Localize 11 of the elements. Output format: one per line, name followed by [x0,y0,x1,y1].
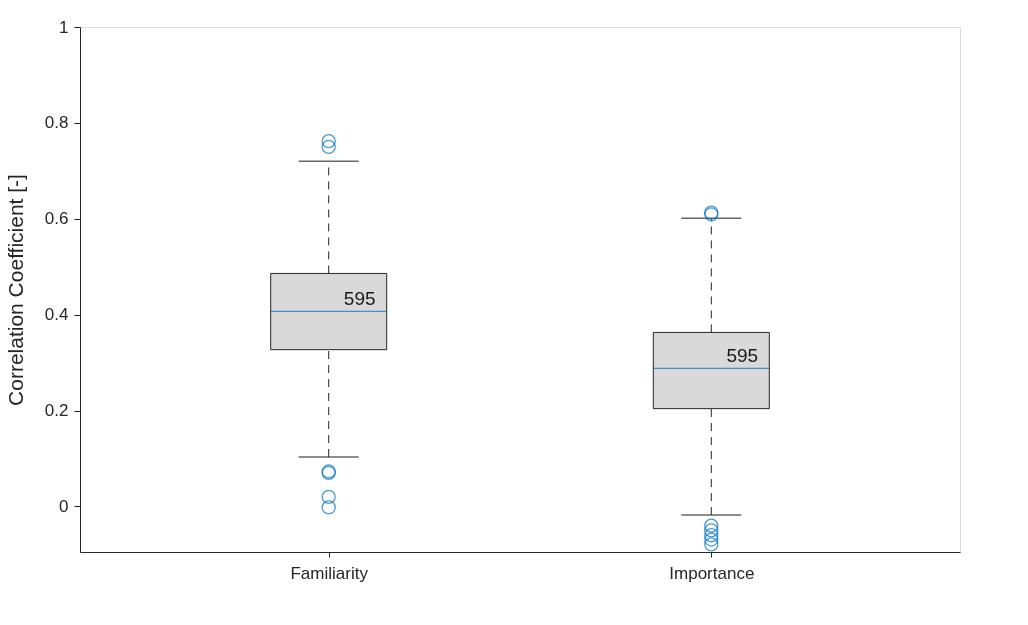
y-axis-title: Correlation Coefficient [-] [3,174,27,406]
y-tick-label: 0.8 [44,113,69,133]
y-tick-label: 0 [59,496,69,516]
annotation: 595 [726,345,759,367]
y-tick-label: 0.4 [44,305,69,325]
y-tick-label: 0.2 [44,401,69,421]
y-tick-label: 1 [59,17,69,37]
annotation: 595 [343,288,376,310]
x-tick-label: Importance [669,563,755,583]
y-tick-label: 0.6 [44,209,69,229]
x-tick-label: Familiarity [290,563,369,583]
